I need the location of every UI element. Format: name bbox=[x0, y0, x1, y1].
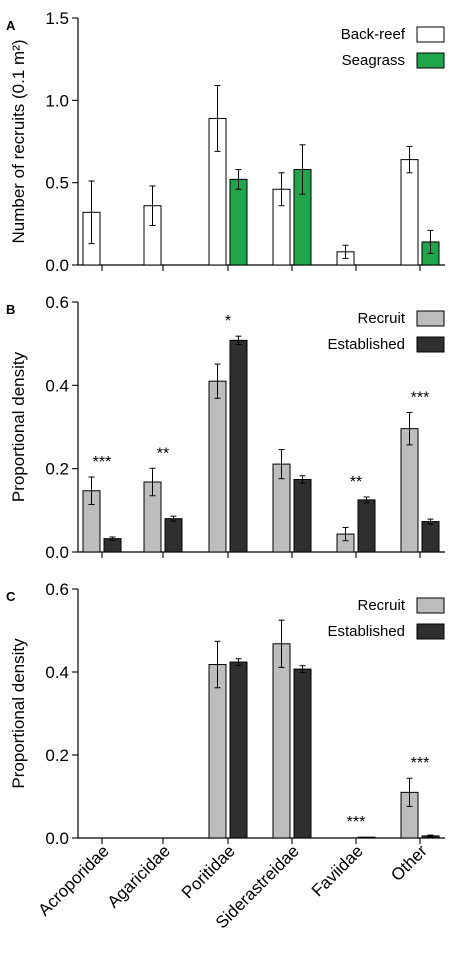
panel-c: C 0.0 0.2 0.4 0.6 Proportional density *** *** R… bbox=[6, 580, 445, 848]
legend-label: Established bbox=[327, 623, 405, 640]
legend-swatch bbox=[416, 26, 445, 43]
bar-seagrass-poritidae bbox=[229, 178, 248, 266]
significance-annotation: ** bbox=[350, 474, 362, 491]
bar-established-faviidae bbox=[357, 836, 376, 839]
y-axis-label: Proportional density bbox=[9, 638, 28, 789]
bar-recruit-poritidae bbox=[208, 380, 227, 553]
y-tick-label: 0.4 bbox=[45, 663, 69, 682]
bar-recruit-other bbox=[400, 428, 419, 553]
y-tick-label: 0.4 bbox=[45, 376, 69, 395]
panel-label: B bbox=[6, 302, 15, 317]
bar-established-poritidae bbox=[229, 661, 248, 839]
y-axis-label: Number of recruits (0.1 m²) bbox=[9, 39, 28, 243]
y-tick-label: 1.5 bbox=[45, 9, 69, 28]
y-tick-label: 0.0 bbox=[45, 543, 69, 562]
y-axis-label: Proportional density bbox=[9, 351, 28, 502]
legend-label: Seagrass bbox=[342, 52, 405, 69]
bar-established-siderastreidae bbox=[293, 479, 312, 553]
bar-recruit-siderastreidae bbox=[272, 643, 291, 839]
significance-annotation: *** bbox=[411, 755, 430, 772]
bar-established-agaricidae bbox=[164, 518, 183, 553]
legend-label: Back-reef bbox=[341, 26, 406, 43]
significance-annotation: *** bbox=[93, 454, 112, 471]
legend-swatch bbox=[416, 623, 445, 640]
significance-annotation: ** bbox=[157, 445, 169, 462]
panel-label: C bbox=[6, 589, 16, 604]
y-tick-label: 0.2 bbox=[45, 460, 69, 479]
bar-recruit-poritidae bbox=[208, 664, 227, 839]
panel-label: A bbox=[6, 18, 16, 33]
y-tick-label: 1.0 bbox=[45, 91, 69, 110]
y-tick-label: 0.0 bbox=[45, 829, 69, 848]
significance-annotation: *** bbox=[347, 814, 366, 831]
bar-established-poritidae bbox=[229, 339, 248, 553]
y-tick-label: 0.2 bbox=[45, 746, 69, 765]
legend-label: Recruit bbox=[357, 597, 405, 614]
panel-a: A 0.0 0.5 1.0 1.5 Number of recruits (0.1 m²)… bbox=[6, 9, 445, 275]
legend-swatch bbox=[416, 310, 445, 327]
legend-swatch bbox=[416, 336, 445, 353]
significance-annotation: * bbox=[225, 313, 231, 330]
legend-swatch bbox=[416, 597, 445, 614]
legend-swatch bbox=[416, 52, 445, 69]
y-tick-label: 0.6 bbox=[45, 293, 69, 312]
y-tick-label: 0.6 bbox=[45, 580, 69, 599]
bar-established-faviidae bbox=[357, 499, 376, 553]
significance-annotation: *** bbox=[411, 389, 430, 406]
legend-label: Recruit bbox=[357, 310, 405, 327]
y-tick-label: 0.0 bbox=[45, 256, 69, 275]
bar-back-reef-other bbox=[400, 159, 419, 266]
y-tick-label: 0.5 bbox=[45, 174, 69, 193]
bar-established-siderastreidae bbox=[293, 668, 312, 839]
bar-established-other bbox=[421, 521, 440, 553]
legend-label: Established bbox=[327, 336, 405, 353]
